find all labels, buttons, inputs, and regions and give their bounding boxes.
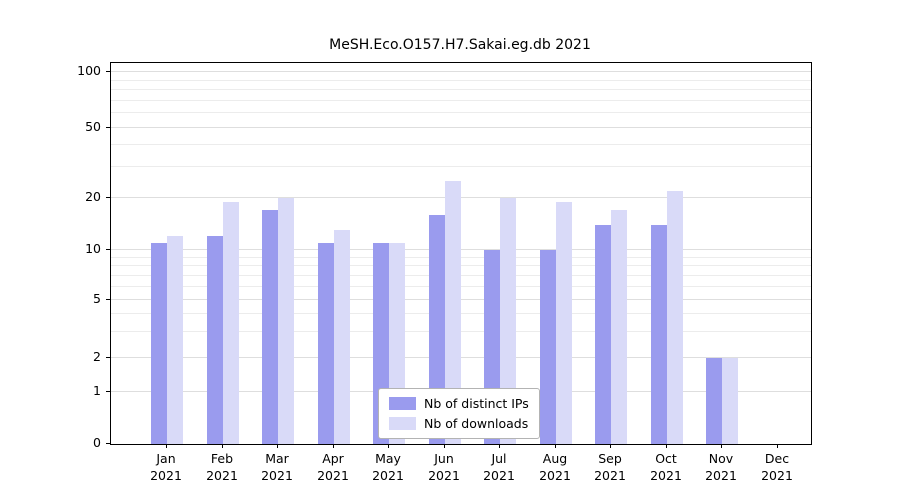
- legend: Nb of distinct IPs Nb of downloads: [378, 388, 540, 439]
- y-tick-label: 1: [93, 383, 101, 398]
- gridline-minor: [111, 112, 811, 114]
- bar-distinct-ips: [650, 225, 667, 444]
- legend-row: Nb of distinct IPs: [389, 396, 529, 411]
- y-tick-label: 0: [93, 435, 101, 450]
- bar-distinct-ips: [706, 358, 722, 444]
- y-tick-mark: [106, 71, 110, 72]
- x-tick-label: Jan 2021: [150, 451, 182, 483]
- x-tick-label: Jun 2021: [428, 451, 460, 483]
- y-tick-mark: [106, 357, 110, 358]
- bar-downloads: [222, 202, 239, 444]
- x-tick-label: Mar 2021: [261, 451, 293, 483]
- y-tick-mark: [106, 249, 110, 250]
- gridline-minor: [111, 331, 811, 333]
- gridline-minor: [111, 144, 811, 146]
- x-tick-label: Apr 2021: [317, 451, 349, 483]
- x-tick-mark: [333, 444, 334, 448]
- y-tick-label: 10: [85, 241, 101, 256]
- x-tick-label: Oct 2021: [650, 451, 682, 483]
- y-tick-label: 50: [85, 119, 101, 134]
- bar-downloads: [666, 191, 683, 444]
- bar-distinct-ips: [206, 236, 223, 444]
- x-tick-mark: [499, 444, 500, 448]
- gridline-minor: [111, 265, 811, 267]
- x-tick-label: Feb 2021: [206, 451, 238, 483]
- gridline-major: [111, 249, 811, 251]
- bar-distinct-ips: [595, 225, 611, 444]
- legend-swatch: [389, 417, 416, 430]
- x-tick-mark: [222, 444, 223, 448]
- gridline-minor: [111, 285, 811, 287]
- y-tick-label: 5: [93, 291, 101, 306]
- y-tick-label: 2: [93, 349, 101, 364]
- bar-distinct-ips: [539, 250, 556, 444]
- y-tick-mark: [106, 127, 110, 128]
- gridline-minor: [111, 99, 811, 101]
- x-tick-label: May 2021: [372, 451, 404, 483]
- bar-downloads: [278, 198, 294, 444]
- x-tick-mark: [666, 444, 667, 448]
- bar-downloads: [444, 181, 461, 444]
- legend-row: Nb of downloads: [389, 416, 529, 431]
- bar-downloads: [167, 236, 183, 444]
- x-tick-mark: [277, 444, 278, 448]
- bar-downloads: [333, 230, 350, 444]
- gridline-minor: [111, 166, 811, 168]
- bar-downloads: [722, 358, 738, 444]
- x-tick-mark: [610, 444, 611, 448]
- gridline-minor: [111, 313, 811, 315]
- x-tick-mark: [555, 444, 556, 448]
- x-tick-label: Sep 2021: [594, 451, 626, 483]
- chart-title: MeSH.Eco.O157.H7.Sakai.eg.db 2021: [329, 37, 591, 53]
- gridline-major: [111, 356, 811, 358]
- gridline-major: [111, 127, 811, 129]
- x-tick-mark: [777, 444, 778, 448]
- y-tick-label: 100: [77, 63, 101, 78]
- x-tick-mark: [166, 444, 167, 448]
- x-tick-mark: [721, 444, 722, 448]
- x-tick-label: Jul 2021: [483, 451, 515, 483]
- legend-label: Nb of downloads: [424, 416, 529, 431]
- x-tick-mark: [388, 444, 389, 448]
- y-tick-mark: [106, 299, 110, 300]
- gridline-minor: [111, 256, 811, 258]
- y-tick-mark: [106, 443, 110, 444]
- bar-downloads: [611, 210, 627, 444]
- x-tick-mark: [444, 444, 445, 448]
- x-tick-label: Aug 2021: [539, 451, 571, 483]
- gridline-major: [111, 71, 811, 73]
- y-tick-mark: [106, 391, 110, 392]
- bar-distinct-ips: [151, 243, 167, 444]
- bar-distinct-ips: [317, 243, 334, 444]
- bar-downloads: [555, 202, 572, 444]
- bar-distinct-ips: [428, 215, 445, 444]
- y-tick-label: 20: [85, 189, 101, 204]
- x-tick-label: Nov 2021: [705, 451, 737, 483]
- plot-area: [110, 62, 812, 445]
- x-tick-label: Dec 2021: [761, 451, 793, 483]
- legend-swatch: [389, 397, 416, 410]
- gridline-minor: [111, 79, 811, 81]
- bar-distinct-ips: [262, 210, 278, 444]
- gridline-minor: [111, 89, 811, 91]
- gridline-minor: [111, 274, 811, 276]
- legend-label: Nb of distinct IPs: [424, 396, 529, 411]
- gridline-major: [111, 298, 811, 300]
- y-tick-mark: [106, 197, 110, 198]
- bar-downloads: [500, 198, 516, 444]
- gridline-major: [111, 196, 811, 198]
